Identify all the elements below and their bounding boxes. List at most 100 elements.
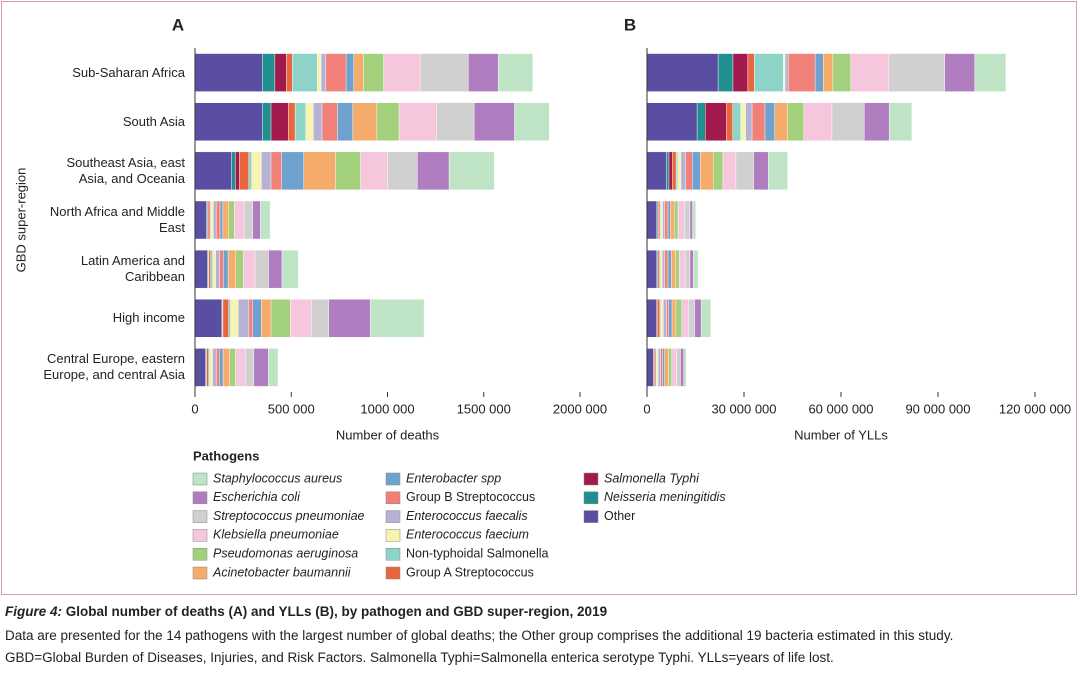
bar-segment <box>677 151 682 191</box>
bar-segment <box>227 249 237 289</box>
bar-segment <box>320 53 327 92</box>
bar-segment <box>194 200 207 240</box>
bar-segment <box>764 102 775 141</box>
legend-label: Enterobacter spp <box>406 471 501 485</box>
bar-segment <box>673 200 679 240</box>
bar-segment <box>671 348 677 387</box>
bar-segment <box>216 348 220 387</box>
figure-frame <box>1 1 1077 595</box>
bar-segment <box>666 151 670 191</box>
bar-segment <box>692 200 697 240</box>
bar-segment <box>270 151 282 191</box>
caption-heading: Figure 4: Global number of deaths (A) an… <box>5 604 607 619</box>
bar-segment <box>784 53 789 92</box>
bar-segment <box>270 102 289 141</box>
caption-label: Figure 4: <box>5 604 63 619</box>
bar-segment <box>666 299 670 338</box>
x-tick-label: 120 000 000 <box>999 401 1071 416</box>
bar-segment <box>745 102 753 141</box>
bar-segment <box>497 53 534 92</box>
bar-segment <box>398 102 437 141</box>
bar-segment <box>235 151 240 191</box>
legend-label: Non-typhoidal Salmonella <box>406 546 548 560</box>
bar-segment <box>664 200 669 240</box>
bar-segment <box>219 249 224 289</box>
bar-segment <box>292 53 318 92</box>
bar-segment <box>646 348 654 387</box>
bar-segment <box>231 151 236 191</box>
legend-label: Group A Streptococcus <box>406 565 534 579</box>
bar-segment <box>337 102 354 141</box>
bar-segment <box>751 102 766 141</box>
bar-segment <box>660 249 663 289</box>
x-tick-label: 0 <box>643 401 650 416</box>
bar-segment <box>194 53 263 92</box>
bar-segment <box>850 53 890 92</box>
bar-segment <box>353 53 364 92</box>
bar-segment <box>747 53 755 92</box>
bar-segment <box>823 53 834 92</box>
legend-swatch <box>385 491 401 505</box>
bar-segment <box>212 249 216 289</box>
bar-segment <box>684 200 691 240</box>
bar-segment <box>735 151 754 191</box>
bar-segment <box>667 200 671 240</box>
bar-segment <box>768 151 788 191</box>
bar-segment <box>700 299 712 338</box>
legend-swatch <box>192 472 208 486</box>
bar-segment <box>754 53 784 92</box>
bar-segment <box>345 53 355 92</box>
bar-segment <box>783 53 786 92</box>
bar-segment <box>215 200 221 240</box>
bar-segment <box>261 151 272 191</box>
bar-segment <box>660 200 663 240</box>
bar-segment <box>646 151 667 191</box>
bar-segment <box>888 53 945 92</box>
bar-segment <box>209 348 213 387</box>
bar-segment <box>668 299 673 338</box>
legend-swatch <box>192 529 208 542</box>
bar-segment <box>726 102 733 141</box>
bar-segment <box>681 299 689 338</box>
legend-swatch <box>192 510 208 523</box>
bar-segment <box>417 151 450 191</box>
bar-segment <box>803 102 833 141</box>
bar-segment <box>234 200 245 240</box>
bar-segment <box>688 299 695 338</box>
bar-segment <box>352 102 378 141</box>
bar-segment <box>663 299 667 338</box>
x-tick-label: 30 000 000 <box>711 401 776 416</box>
bar-segment <box>387 151 418 191</box>
bar-segment <box>661 249 665 289</box>
bar-segment <box>274 53 287 92</box>
category-label: Central Europe, eastern Europe, and cent… <box>43 351 185 383</box>
bar-segment <box>689 200 693 240</box>
panel-label: A <box>172 15 184 34</box>
bar-segment <box>369 299 425 338</box>
bar-segment <box>213 200 217 240</box>
bar-segment <box>670 200 675 240</box>
bar-segment <box>222 348 231 387</box>
bar-segment <box>672 151 677 191</box>
x-axis-label: Number of YLLs <box>794 427 888 442</box>
legend-swatch <box>583 491 599 505</box>
bar-segment <box>321 102 338 141</box>
bar-segment <box>261 299 272 338</box>
category-label: Southeast Asia, east Asia, and Oceania <box>66 154 185 186</box>
bar-segment <box>239 151 250 191</box>
bar-segment <box>700 151 714 191</box>
bar-segment <box>662 348 665 387</box>
bar-segment <box>253 348 269 387</box>
legend-label: Enterococcus faecium <box>406 528 529 542</box>
bar-segment <box>260 200 271 240</box>
caption-line: GBD=Global Burden of Diseases, Injuries,… <box>5 650 834 665</box>
bar-segment <box>722 151 737 191</box>
bar-segment <box>468 53 499 92</box>
bar-segment <box>270 299 291 338</box>
bar-segment <box>832 53 851 92</box>
bar-segment <box>675 249 680 289</box>
bar-segment <box>689 249 694 289</box>
bar-segment <box>268 249 283 289</box>
legend-title: Pathogens <box>193 448 259 463</box>
